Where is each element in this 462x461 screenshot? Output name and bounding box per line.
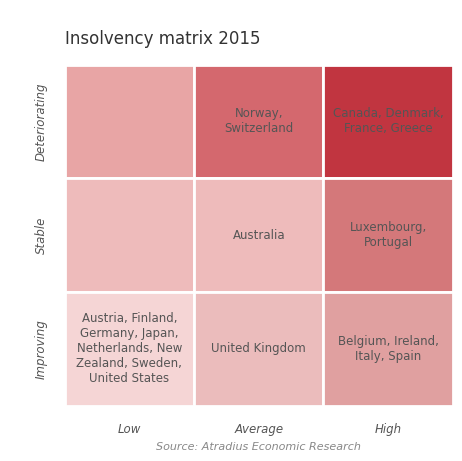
- Bar: [65, 65, 194, 178]
- Text: Australia: Australia: [232, 229, 285, 242]
- Bar: [323, 292, 453, 406]
- Text: Low: Low: [118, 423, 141, 436]
- Bar: [194, 65, 323, 178]
- Text: Canada, Denmark,
France, Greece: Canada, Denmark, France, Greece: [333, 107, 444, 136]
- Bar: [194, 292, 323, 406]
- Text: Source: Atradius Economic Research: Source: Atradius Economic Research: [156, 442, 361, 452]
- Text: Deteriorating: Deteriorating: [35, 82, 48, 160]
- Text: Insolvency matrix 2015: Insolvency matrix 2015: [65, 30, 260, 48]
- Text: Average: Average: [234, 423, 283, 436]
- Text: Stable: Stable: [35, 216, 48, 254]
- Text: Norway,
Switzerland: Norway, Switzerland: [224, 107, 293, 136]
- Text: Improving: Improving: [35, 319, 48, 379]
- Text: Belgium, Ireland,
Italy, Spain: Belgium, Ireland, Italy, Spain: [338, 335, 438, 363]
- Text: High: High: [375, 423, 401, 436]
- Bar: [65, 292, 194, 406]
- Bar: [65, 178, 194, 292]
- Bar: [194, 178, 323, 292]
- Text: Austria, Finland,
Germany, Japan,
Netherlands, New
Zealand, Sweden,
United State: Austria, Finland, Germany, Japan, Nether…: [76, 312, 182, 385]
- Text: Luxembourg,
Portugal: Luxembourg, Portugal: [349, 221, 427, 249]
- Text: United Kingdom: United Kingdom: [211, 343, 306, 355]
- Bar: [323, 178, 453, 292]
- Bar: [323, 65, 453, 178]
